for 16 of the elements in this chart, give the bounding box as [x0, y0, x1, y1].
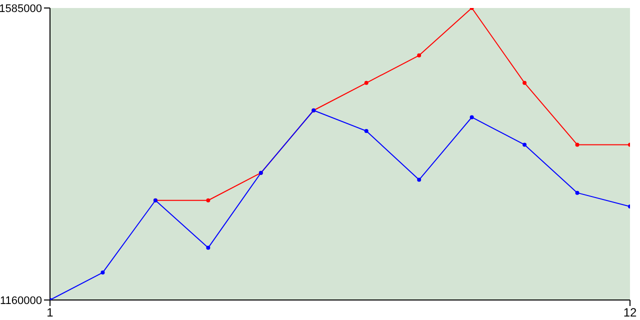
point [470, 115, 474, 120]
point [417, 178, 422, 182]
point [206, 246, 210, 250]
point [364, 80, 368, 85]
point [364, 128, 368, 133]
x-tick-label: 1 [46, 306, 54, 320]
point [522, 80, 527, 85]
point [575, 142, 580, 147]
point [417, 53, 422, 58]
x-tick-label: 12 [623, 306, 637, 320]
y-tick-label: 1585000 [0, 2, 42, 15]
point [206, 198, 210, 202]
point [522, 142, 527, 147]
point [100, 270, 105, 275]
y-tick-label: 1160000 [0, 294, 42, 307]
point [575, 190, 580, 195]
